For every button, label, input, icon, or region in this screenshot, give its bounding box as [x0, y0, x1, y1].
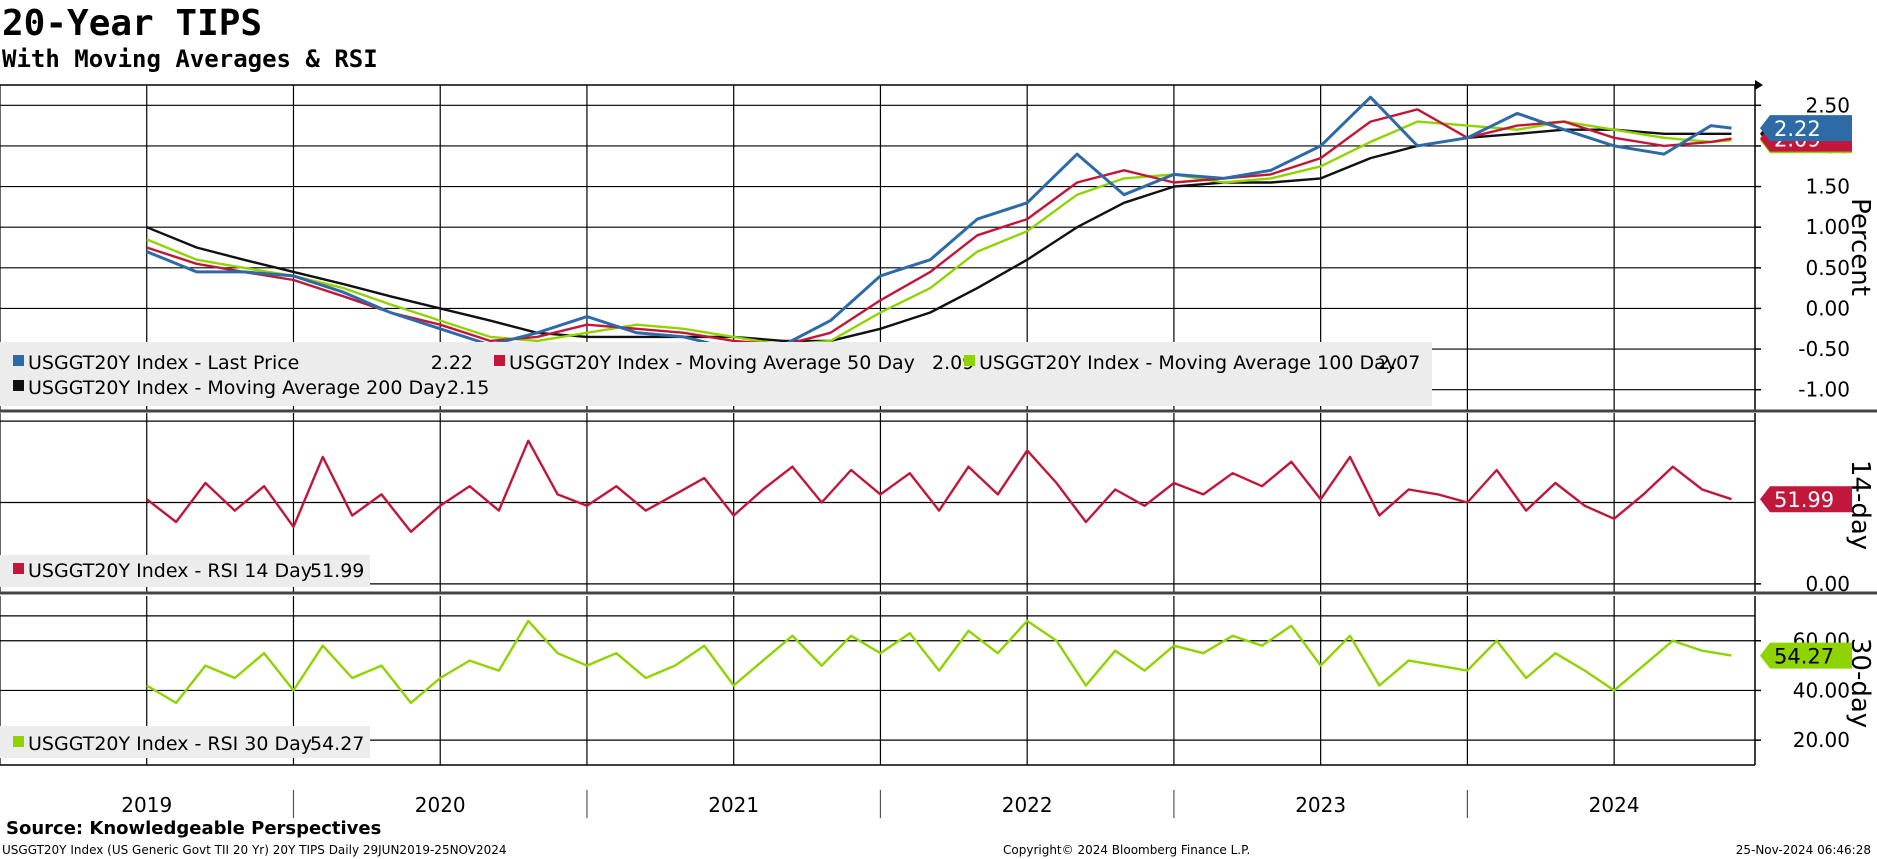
- end-tag-rsi14: [1760, 486, 1852, 513]
- y-tick-label: 1.50: [1805, 175, 1850, 199]
- rsi30-legend-bg: [0, 726, 370, 758]
- legend-label-last-price: USGGT20Y Index - Last Price: [28, 352, 299, 374]
- x-tick-label: 2024: [1589, 793, 1640, 817]
- y-tick-label: -0.50: [1798, 337, 1850, 361]
- legend-value-rsi14: 51.99: [310, 560, 364, 582]
- footer-description: USGGT20Y Index (US Generic Govt TII 20 Y…: [2, 843, 507, 857]
- legend-value-rsi30: 54.27: [310, 733, 364, 755]
- legend-value-ma100: 2.07: [1378, 352, 1420, 374]
- price-ylabel: Percent: [1845, 198, 1875, 296]
- source-note: Source: Knowledgeable Perspectives: [6, 818, 382, 839]
- series-line-ma100: [146, 120, 1732, 347]
- end-tag-value-rsi30: 54.27: [1774, 645, 1834, 669]
- legend-label-ma100: USGGT20Y Index - Moving Average 100 Day: [979, 352, 1397, 374]
- x-tick-label: 2021: [708, 793, 759, 817]
- y-tick-label: 1.00: [1805, 215, 1850, 239]
- chart-subtitle: With Moving Averages & RSI: [2, 45, 378, 73]
- legend-value-last-price: 2.22: [431, 352, 473, 374]
- y-tick-label: 0.50: [1805, 256, 1850, 280]
- x-axis: 2019 2020 2021 2022 2023 2024: [121, 790, 1640, 818]
- end-tag-last_price: [1760, 115, 1852, 142]
- y-tick-label: -1.00: [1798, 378, 1850, 402]
- series-line-last_price: [146, 95, 1732, 351]
- footer-timestamp: 25-Nov-2024 06:46:28: [1735, 843, 1871, 857]
- rsi14-legend-bg: [0, 555, 370, 587]
- y-tick-label: 40.00: [1793, 678, 1850, 702]
- y-tick-label: 20.00: [1793, 728, 1850, 752]
- series-line-rsi30: [146, 619, 1732, 705]
- x-tick-label: 2023: [1295, 793, 1346, 817]
- rsi30-panel: [146, 619, 1732, 705]
- y-tick-label: 0.00: [1805, 296, 1850, 320]
- legend-swatch-rsi14: [13, 563, 24, 574]
- end-tag-value-rsi14: 51.99: [1774, 488, 1834, 512]
- rsi14-y-axis: 0.00: [1805, 572, 1850, 596]
- legend-swatch-ma200: [13, 380, 24, 391]
- x-tick-label: 2020: [415, 793, 466, 817]
- x-tick-label: 2019: [121, 793, 172, 817]
- legend-label-ma50: USGGT20Y Index - Moving Average 50 Day: [509, 352, 915, 374]
- price-legend-bg: [0, 342, 1432, 406]
- end-tag-value-last_price: 2.22: [1774, 117, 1821, 141]
- legend-label-rsi30: USGGT20Y Index - RSI 30 Day: [28, 733, 312, 755]
- legend-swatch-rsi30: [13, 736, 24, 747]
- series-line-ma200: [146, 128, 1732, 343]
- price-panel: [146, 95, 1732, 351]
- legend-swatch-last-price: [13, 355, 24, 366]
- x-tick-label: 2022: [1002, 793, 1053, 817]
- axis-arrow: [1755, 80, 1763, 90]
- y-tick-label: 0.00: [1805, 572, 1850, 596]
- legend-label-ma200: USGGT20Y Index - Moving Average 200 Day: [28, 377, 446, 399]
- y-tick-label: 2.50: [1805, 93, 1850, 117]
- chart-grid: [0, 80, 1877, 766]
- series-line-rsi14: [145, 439, 1732, 533]
- price-y-axis: 2.502.001.501.000.500.00-0.50-1.00: [1798, 93, 1850, 401]
- footer-copyright: Copyright© 2024 Bloomberg Finance L.P.: [1003, 843, 1251, 857]
- legend-value-ma50: 2.09: [932, 352, 974, 374]
- legend-swatch-ma100: [964, 355, 975, 366]
- legend-swatch-ma50: [494, 355, 505, 366]
- series-line-ma50: [146, 108, 1732, 347]
- rsi14-panel: [145, 439, 1732, 533]
- end-tag-rsi30: [1760, 642, 1852, 669]
- legend-value-ma200: 2.15: [447, 377, 489, 399]
- chart-title: 20-Year TIPS: [2, 3, 263, 44]
- legend-label-rsi14: USGGT20Y Index - RSI 14 Day: [28, 560, 312, 582]
